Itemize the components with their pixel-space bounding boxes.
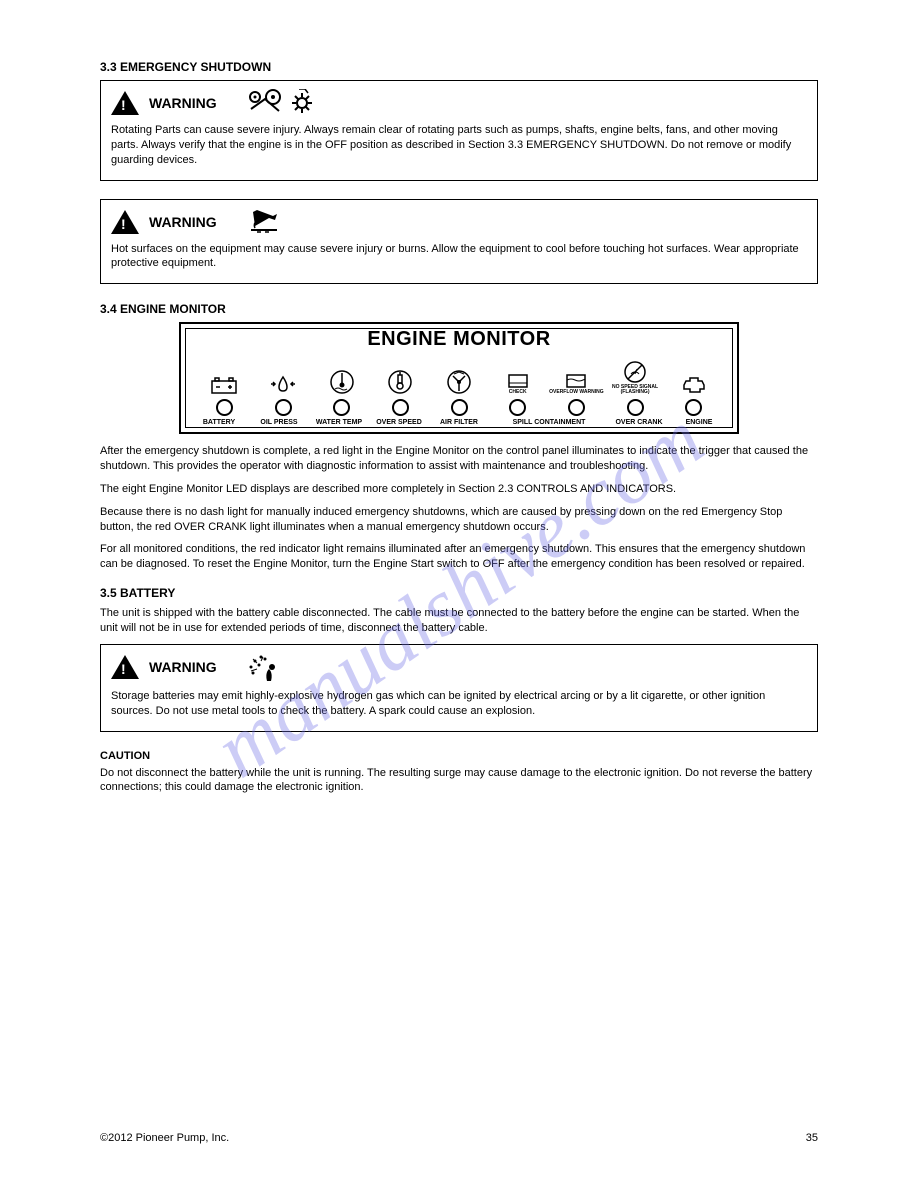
- led-air-filter: [451, 399, 468, 416]
- battery-para: The unit is shipped with the battery cab…: [100, 606, 818, 636]
- rotating-parts-icons: [247, 89, 317, 117]
- footer-page-number: 35: [806, 1132, 818, 1144]
- led-spill-check: [509, 399, 526, 416]
- nospeed-tiny-label: NO SPEED SIGNAL (FLASHING): [606, 385, 665, 395]
- warning-2-text: Hot surfaces on the equipment may cause …: [111, 242, 807, 272]
- warning-1-text: Rotating Parts can cause severe injury. …: [111, 123, 807, 168]
- battery-icon: [210, 375, 238, 395]
- warning-triangle-icon: [111, 91, 139, 115]
- caution-heading: CAUTION: [100, 750, 818, 762]
- led-overflow: [568, 399, 585, 416]
- spill-check-icon: [507, 373, 529, 389]
- overflow-tiny-label: OVERFLOW WARNING: [549, 390, 603, 395]
- label-battery: BATTERY: [189, 419, 249, 426]
- warning-triangle-icon: [111, 655, 139, 679]
- battery-heading: 3.5 BATTERY: [100, 586, 818, 600]
- label-engine: ENGINE: [669, 419, 729, 426]
- monitor-para-3: Because there is no dash light for manua…: [100, 505, 818, 535]
- led-engine: [685, 399, 702, 416]
- monitor-para-4: For all monitored conditions, the red in…: [100, 542, 818, 572]
- monitor-para-1: After the emergency shutdown is complete…: [100, 444, 818, 474]
- overflow-warning-icon: [565, 373, 587, 389]
- label-spill-containment: SPILL CONTAINMENT: [489, 419, 609, 426]
- label-over-speed: OVER SPEED: [369, 419, 429, 426]
- led-over-crank: [627, 399, 644, 416]
- hot-surface-icon: [247, 208, 281, 236]
- led-over-speed: [392, 399, 409, 416]
- warning-label: WARNING: [149, 214, 217, 230]
- water-temp-icon: [329, 369, 355, 395]
- air-filter-icon: [446, 369, 472, 395]
- label-over-crank: OVER CRANK: [609, 419, 669, 426]
- led-battery: [216, 399, 233, 416]
- check-tiny-label: CHECK: [509, 390, 527, 395]
- engine-monitor-panel: ENGINE MONITOR CHECK OVER: [179, 322, 739, 434]
- over-speed-icon: [387, 369, 413, 395]
- warning-3-text: Storage batteries may emit highly-explos…: [111, 689, 807, 719]
- warning-box-1: WARNING: [100, 80, 818, 181]
- label-water-temp: WATER TEMP: [309, 419, 369, 426]
- page-footer: ©2012 Pioneer Pump, Inc. 35: [100, 1132, 818, 1144]
- oil-press-icon: [269, 373, 297, 395]
- led-oil-press: [275, 399, 292, 416]
- label-air-filter: AIR FILTER: [429, 419, 489, 426]
- explosion-hazard-icon: [247, 653, 281, 683]
- warning-label: WARNING: [149, 95, 217, 111]
- warning-label: WARNING: [149, 659, 217, 675]
- warning-triangle-icon: [111, 210, 139, 234]
- warning-box-3: WARNING Storage batteries may emit h: [100, 644, 818, 732]
- engine-icon: [680, 375, 708, 395]
- caution-para: Do not disconnect the battery while the …: [100, 766, 818, 796]
- led-water-temp: [333, 399, 350, 416]
- label-oil-press: OIL PRESS: [249, 419, 309, 426]
- shutdown-heading: 3.3 EMERGENCY SHUTDOWN: [100, 60, 818, 74]
- engine-monitor-heading: 3.4 ENGINE MONITOR: [100, 302, 818, 316]
- no-speed-icon: [623, 360, 647, 384]
- panel-title: ENGINE MONITOR: [189, 328, 729, 351]
- monitor-para-2: The eight Engine Monitor LED displays ar…: [100, 482, 818, 497]
- warning-box-2: WARNING Hot surfaces on the equipment ma…: [100, 199, 818, 285]
- footer-copyright: ©2012 Pioneer Pump, Inc.: [100, 1132, 229, 1144]
